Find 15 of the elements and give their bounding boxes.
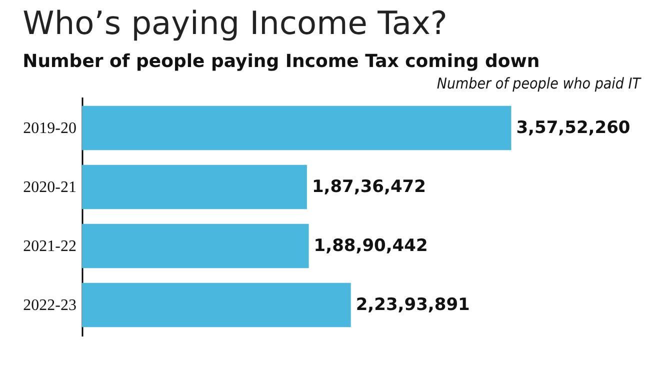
data-label: 3,57,52,260 [516,118,630,138]
y-tick-label: 2022-23 [23,297,76,314]
x-axis-title: Number of people who paid IT [436,74,642,92]
chart-title: Who’s paying Income Tax? [22,4,448,42]
bar [82,282,351,328]
bar [82,224,309,268]
y-tick-label: 2020-21 [23,178,76,196]
data-label: 1,87,36,472 [312,176,426,197]
chart-subtitle: Number of people paying Income Tax coming down [22,51,540,72]
data-label: 1,88,90,442 [314,236,428,256]
bar [82,164,307,210]
y-tick-label: 2019-20 [23,120,76,137]
y-tick-label: 2021-22 [23,238,76,256]
bar [82,106,512,150]
data-label: 2,23,93,891 [356,295,470,316]
